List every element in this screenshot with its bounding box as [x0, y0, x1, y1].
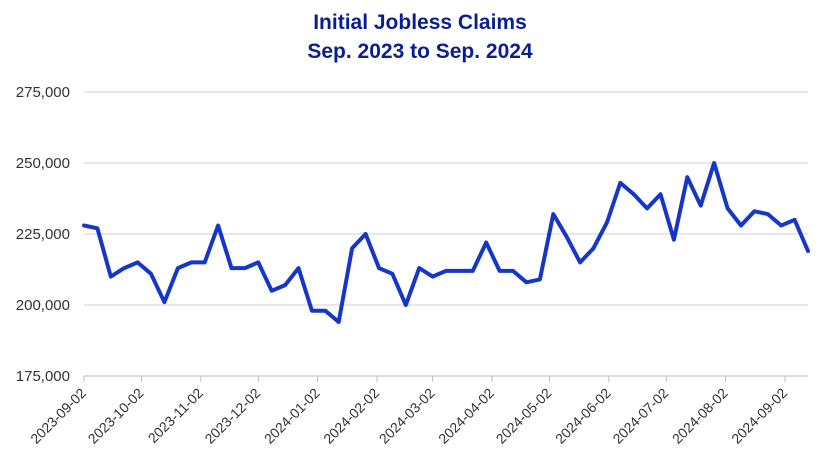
- data-point: [203, 260, 207, 264]
- data-point: [136, 260, 140, 264]
- data-point: [659, 192, 663, 196]
- data-point: [752, 209, 756, 213]
- data-point: [793, 218, 797, 222]
- chart-title-block: Initial Jobless Claims Sep. 2023 to Sep.…: [0, 8, 840, 66]
- y-tick-label: 250,000: [16, 155, 70, 172]
- x-tick-label: 2024-08-02: [669, 385, 731, 447]
- data-point: [524, 280, 528, 284]
- data-point: [444, 269, 448, 273]
- data-point: [498, 269, 502, 273]
- data-point: [511, 269, 515, 273]
- data-point: [310, 309, 314, 313]
- chart-subtitle: Sep. 2023 to Sep. 2024: [307, 40, 533, 63]
- data-point: [739, 223, 743, 227]
- data-point: [417, 266, 421, 270]
- x-tick-label: 2023-09-02: [27, 385, 89, 447]
- data-point: [337, 320, 341, 324]
- data-point: [404, 303, 408, 307]
- data-point: [350, 246, 354, 250]
- data-point: [243, 266, 247, 270]
- data-point: [390, 272, 394, 276]
- data-point: [565, 235, 569, 239]
- data-point: [256, 260, 260, 264]
- data-point: [766, 212, 770, 216]
- data-point: [699, 204, 703, 208]
- data-point: [471, 269, 475, 273]
- data-point: [82, 223, 86, 227]
- y-tick-label: 200,000: [16, 297, 70, 314]
- data-point: [685, 175, 689, 179]
- x-tick-label: 2024-09-02: [728, 385, 790, 447]
- data-point: [538, 277, 542, 281]
- data-point: [229, 266, 233, 270]
- data-point: [122, 266, 126, 270]
- data-point: [364, 232, 368, 236]
- x-tick-label: 2024-01-02: [261, 385, 323, 447]
- data-point: [283, 283, 287, 287]
- data-point: [618, 181, 622, 185]
- data-point: [484, 241, 488, 245]
- x-tick-label: 2023-11-02: [145, 385, 206, 446]
- data-point: [431, 275, 435, 279]
- data-point: [162, 300, 166, 304]
- data-point: [672, 238, 676, 242]
- data-point: [632, 192, 636, 196]
- data-point: [806, 249, 810, 253]
- data-point: [779, 223, 783, 227]
- x-tick-label: 2024-04-02: [435, 385, 497, 447]
- x-tick-label: 2024-03-02: [376, 385, 438, 447]
- data-point: [323, 309, 327, 313]
- x-tick-label: 2023-12-02: [201, 385, 263, 447]
- x-tick-label: 2024-05-02: [493, 385, 555, 447]
- data-point: [377, 266, 381, 270]
- data-point: [149, 272, 153, 276]
- data-point: [95, 226, 99, 230]
- x-tick-label: 2023-10-02: [85, 385, 147, 447]
- data-point: [591, 246, 595, 250]
- data-point: [645, 206, 649, 210]
- x-tick-label: 2024-02-02: [320, 385, 382, 447]
- data-point: [712, 161, 716, 165]
- chart-title: Initial Jobless Claims: [313, 11, 527, 34]
- x-tick-label: 2024-07-02: [609, 385, 671, 447]
- data-point: [270, 289, 274, 293]
- y-tick-label: 275,000: [16, 84, 70, 101]
- data-point: [551, 212, 555, 216]
- data-point: [578, 260, 582, 264]
- y-tick-label: 175,000: [16, 368, 70, 385]
- data-point: [457, 269, 461, 273]
- y-tick-label: 225,000: [16, 226, 70, 243]
- data-point: [605, 221, 609, 225]
- series-line: [82, 161, 810, 324]
- data-point: [216, 223, 220, 227]
- data-point: [189, 260, 193, 264]
- data-point: [726, 206, 730, 210]
- data-point: [176, 266, 180, 270]
- data-point: [109, 275, 113, 279]
- data-point: [297, 266, 301, 270]
- x-tick-label: 2024-06-02: [552, 385, 614, 447]
